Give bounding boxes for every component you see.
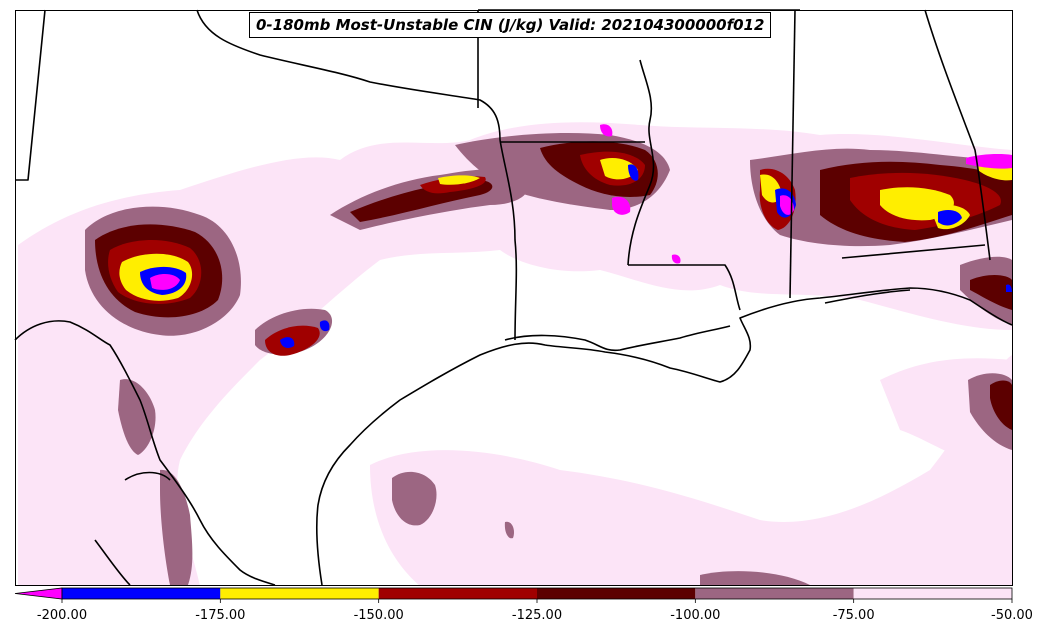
colorbar-bin-5 <box>853 588 1012 599</box>
state-and-coast-outlines <box>14 9 1013 586</box>
map-title: 0-180mb Most-Unstable CIN (J/kg) Valid: … <box>249 12 772 38</box>
colorbar-bin-1 <box>220 588 379 599</box>
colorbar-tick-label-5: -75.00 <box>832 608 875 623</box>
colorbar-extension-min <box>14 587 63 600</box>
colorbar-bin-0 <box>62 588 221 599</box>
colorbar <box>14 587 1013 603</box>
map-frame <box>15 10 1013 586</box>
colorbar-tick-label-1: -175.00 <box>195 608 246 623</box>
colorbar-bin-3 <box>537 588 696 599</box>
colorbar-tick-label-4: -100.00 <box>670 608 721 623</box>
colorbar-tick-label-3: -125.00 <box>511 608 563 623</box>
colorbar-bin-2 <box>378 588 537 599</box>
colorbar-bin-4 <box>695 588 854 599</box>
cin-contour-fills <box>18 122 1012 586</box>
colorbar-tick-label-2: -150.00 <box>353 608 404 623</box>
colorbar-tick-label-0: -200.00 <box>36 608 88 623</box>
colorbar-tick-label-6: -50.00 <box>991 608 1033 623</box>
